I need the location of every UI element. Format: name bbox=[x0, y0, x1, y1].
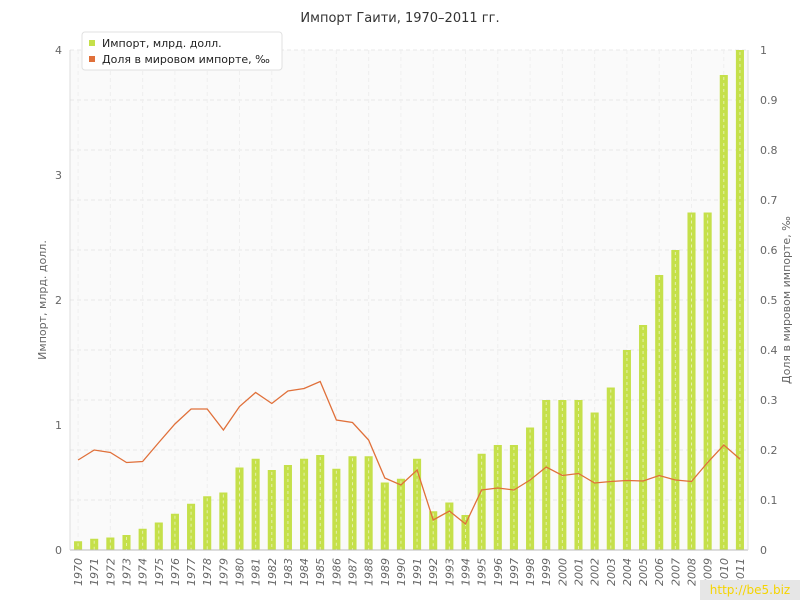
legend-label-share: Доля в мировом импорте, ‰ bbox=[102, 53, 270, 66]
x-tick-label: 2003 bbox=[605, 558, 618, 586]
axes bbox=[69, 50, 749, 551]
x-tick-label: 1993 bbox=[443, 558, 456, 586]
y2-tick-label: 0.8 bbox=[760, 144, 778, 157]
x-tick-label: 2009 bbox=[702, 558, 715, 586]
y2-tick-label: 0.1 bbox=[760, 494, 778, 507]
x-tick-label: 2000 bbox=[556, 558, 569, 586]
grid bbox=[70, 49, 748, 551]
bar bbox=[687, 212, 696, 550]
x-tick-label: 2002 bbox=[589, 558, 602, 586]
x-tick-label: 2008 bbox=[686, 558, 699, 586]
line-series bbox=[77, 380, 741, 526]
x-tick-label: 1973 bbox=[121, 558, 134, 586]
y2-tick-label: 0.9 bbox=[760, 94, 778, 107]
x-tick-label: 1990 bbox=[395, 558, 408, 586]
x-tick-label: 2005 bbox=[637, 558, 650, 586]
x-tick-label: 1972 bbox=[104, 558, 117, 586]
bar bbox=[655, 275, 664, 550]
x-tick-label: 1995 bbox=[476, 558, 489, 586]
legend-box bbox=[81, 31, 283, 71]
x-tick-label: 1986 bbox=[330, 558, 343, 586]
y2-tick-label: 0.3 bbox=[760, 394, 778, 407]
x-axis-ticks: 1970 1971 1972 1973 1974 1975 1976 1977 1978 1979… bbox=[72, 558, 747, 586]
x-tick-label: 1992 bbox=[427, 558, 440, 586]
x-tick-label: 1982 bbox=[266, 558, 279, 586]
y-tick-label: 2 bbox=[55, 294, 62, 307]
x-tick-label: 1997 bbox=[508, 558, 521, 586]
y2-tick-label: 0.5 bbox=[760, 294, 778, 307]
bar bbox=[671, 250, 680, 550]
y-axis-ticks: 0 1 2 3 4 bbox=[55, 44, 62, 557]
chart-title: Импорт Гаити, 1970–2011 гг. bbox=[300, 11, 499, 26]
x-tick-label: 1975 bbox=[153, 558, 166, 586]
x-tick-label: 2006 bbox=[653, 558, 666, 586]
bar bbox=[396, 478, 405, 550]
x-tick-label: 2001 bbox=[573, 558, 586, 586]
x-tick-label: 1989 bbox=[379, 558, 392, 586]
x-tick-label: 2007 bbox=[669, 558, 682, 586]
bar bbox=[235, 467, 244, 550]
x-tick-label: 1981 bbox=[250, 558, 263, 586]
y2-axis-ticks: 0 0.1 0.2 0.3 0.4 0.5 0.6 0.7 0.8 0.9 1 bbox=[760, 44, 778, 557]
bar bbox=[526, 427, 535, 550]
x-tick-label: 2010 bbox=[718, 558, 731, 586]
x-tick-label: 1970 bbox=[72, 558, 85, 586]
y-tick-label: 0 bbox=[55, 544, 62, 557]
y-tick-label: 1 bbox=[55, 419, 62, 432]
bar bbox=[170, 513, 179, 550]
watermark: http://be5.biz bbox=[700, 580, 800, 600]
bar bbox=[316, 455, 325, 550]
bar bbox=[122, 535, 131, 550]
x-tick-label: 1991 bbox=[411, 558, 424, 586]
legend: Импорт, млрд. долл. Доля в мировом импор… bbox=[81, 31, 283, 71]
x-tick-label: 1987 bbox=[347, 558, 360, 586]
x-tick-label: 1985 bbox=[314, 558, 327, 586]
bar bbox=[154, 522, 163, 550]
y2-tick-label: 0 bbox=[760, 544, 767, 557]
bar bbox=[90, 538, 99, 550]
x-tick-label: 1976 bbox=[169, 558, 182, 586]
x-tick-label: 1979 bbox=[217, 558, 230, 586]
y2-axis-title: Доля в мировом импорте, ‰ bbox=[780, 216, 793, 384]
x-tick-label: 1996 bbox=[492, 558, 505, 586]
y-axis-title: Импорт, млрд. долл. bbox=[36, 240, 49, 360]
x-tick-label: 1978 bbox=[201, 558, 214, 586]
x-tick-label: 1974 bbox=[137, 558, 150, 586]
x-tick-label: 1994 bbox=[460, 558, 473, 586]
x-tick-label: 1988 bbox=[363, 558, 376, 586]
x-tick-label: 1977 bbox=[185, 558, 198, 586]
bar bbox=[445, 502, 454, 550]
bar bbox=[106, 537, 115, 550]
x-tick-label: 1999 bbox=[540, 558, 553, 586]
legend-swatch-share bbox=[89, 56, 95, 62]
x-tick-label: 1984 bbox=[298, 558, 311, 586]
x-tick-label: 1980 bbox=[234, 558, 247, 586]
bar bbox=[703, 212, 712, 550]
x-tick-label: 2011 bbox=[734, 558, 747, 586]
bar bbox=[283, 465, 292, 550]
bar bbox=[429, 511, 438, 550]
y2-tick-label: 0.4 bbox=[760, 344, 778, 357]
bar bbox=[477, 453, 486, 550]
y2-tick-label: 0.6 bbox=[760, 244, 778, 257]
x-tick-label: 1983 bbox=[282, 558, 295, 586]
y-tick-label: 3 bbox=[55, 169, 62, 182]
y2-tick-label: 0.7 bbox=[760, 194, 778, 207]
y2-tick-label: 0.2 bbox=[760, 444, 778, 457]
legend-swatch-import bbox=[89, 40, 95, 46]
x-tick-label: 1971 bbox=[88, 558, 101, 586]
y-tick-label: 4 bbox=[55, 44, 62, 57]
bar bbox=[187, 503, 196, 550]
share-line bbox=[77, 380, 741, 526]
x-tick-label: 2004 bbox=[621, 558, 634, 586]
x-tick-label: 1998 bbox=[524, 558, 537, 586]
legend-label-import: Импорт, млрд. долл. bbox=[102, 37, 222, 50]
bar-series bbox=[74, 50, 744, 550]
y2-tick-label: 1 bbox=[760, 44, 767, 57]
bar bbox=[461, 515, 470, 550]
